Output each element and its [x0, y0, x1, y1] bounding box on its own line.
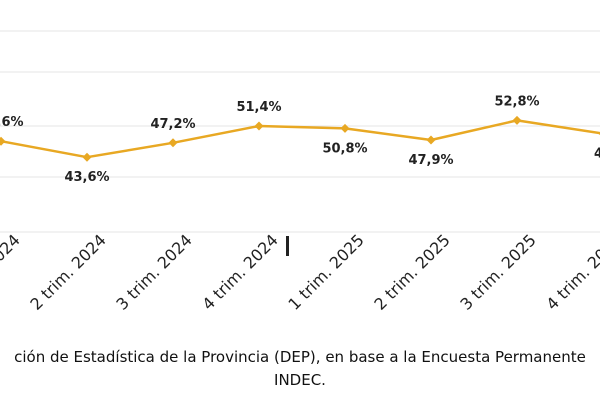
- data-labels: 47,6% 43,6% 47,2% 51,4% 50,8% 47,9% 52,8% 49: [0, 94, 600, 185]
- data-label: 47,9%: [408, 153, 453, 168]
- data-point: [512, 115, 522, 125]
- x-tick-label: 1 trim. 2024: [0, 230, 24, 313]
- axis-cursor: [286, 236, 289, 256]
- data-label: 51,4%: [236, 100, 281, 115]
- gridlines: [0, 30, 600, 233]
- data-point: [82, 152, 92, 162]
- data-point: [168, 138, 178, 148]
- data-point: [426, 135, 436, 145]
- data-label: 47,2%: [150, 117, 195, 132]
- data-point: [0, 136, 6, 146]
- data-label: 43,6%: [64, 170, 109, 185]
- x-tick-label: 4 trim. 2024: [198, 230, 281, 313]
- data-label: 52,8%: [494, 94, 539, 109]
- x-tick-label: 4 trim. 2025: [542, 230, 600, 313]
- source-note-line-2: INDEC.: [274, 371, 326, 389]
- x-tick-label: 2 trim. 2025: [370, 230, 453, 313]
- x-tick-label: 1 trim. 2025: [284, 230, 367, 313]
- x-tick-label: 2 trim. 2024: [26, 230, 109, 313]
- data-point: [254, 121, 264, 131]
- data-label: 50,8%: [322, 141, 367, 156]
- source-note-line-1: ción de Estadística de la Provincia (DEP…: [14, 348, 586, 366]
- x-tick-label: 3 trim. 2025: [456, 230, 539, 313]
- data-label: 49: [594, 147, 600, 162]
- data-label: 47,6%: [0, 115, 24, 130]
- data-points: [0, 115, 600, 162]
- x-tick-label: 3 trim. 2024: [112, 230, 195, 313]
- data-point: [340, 123, 350, 133]
